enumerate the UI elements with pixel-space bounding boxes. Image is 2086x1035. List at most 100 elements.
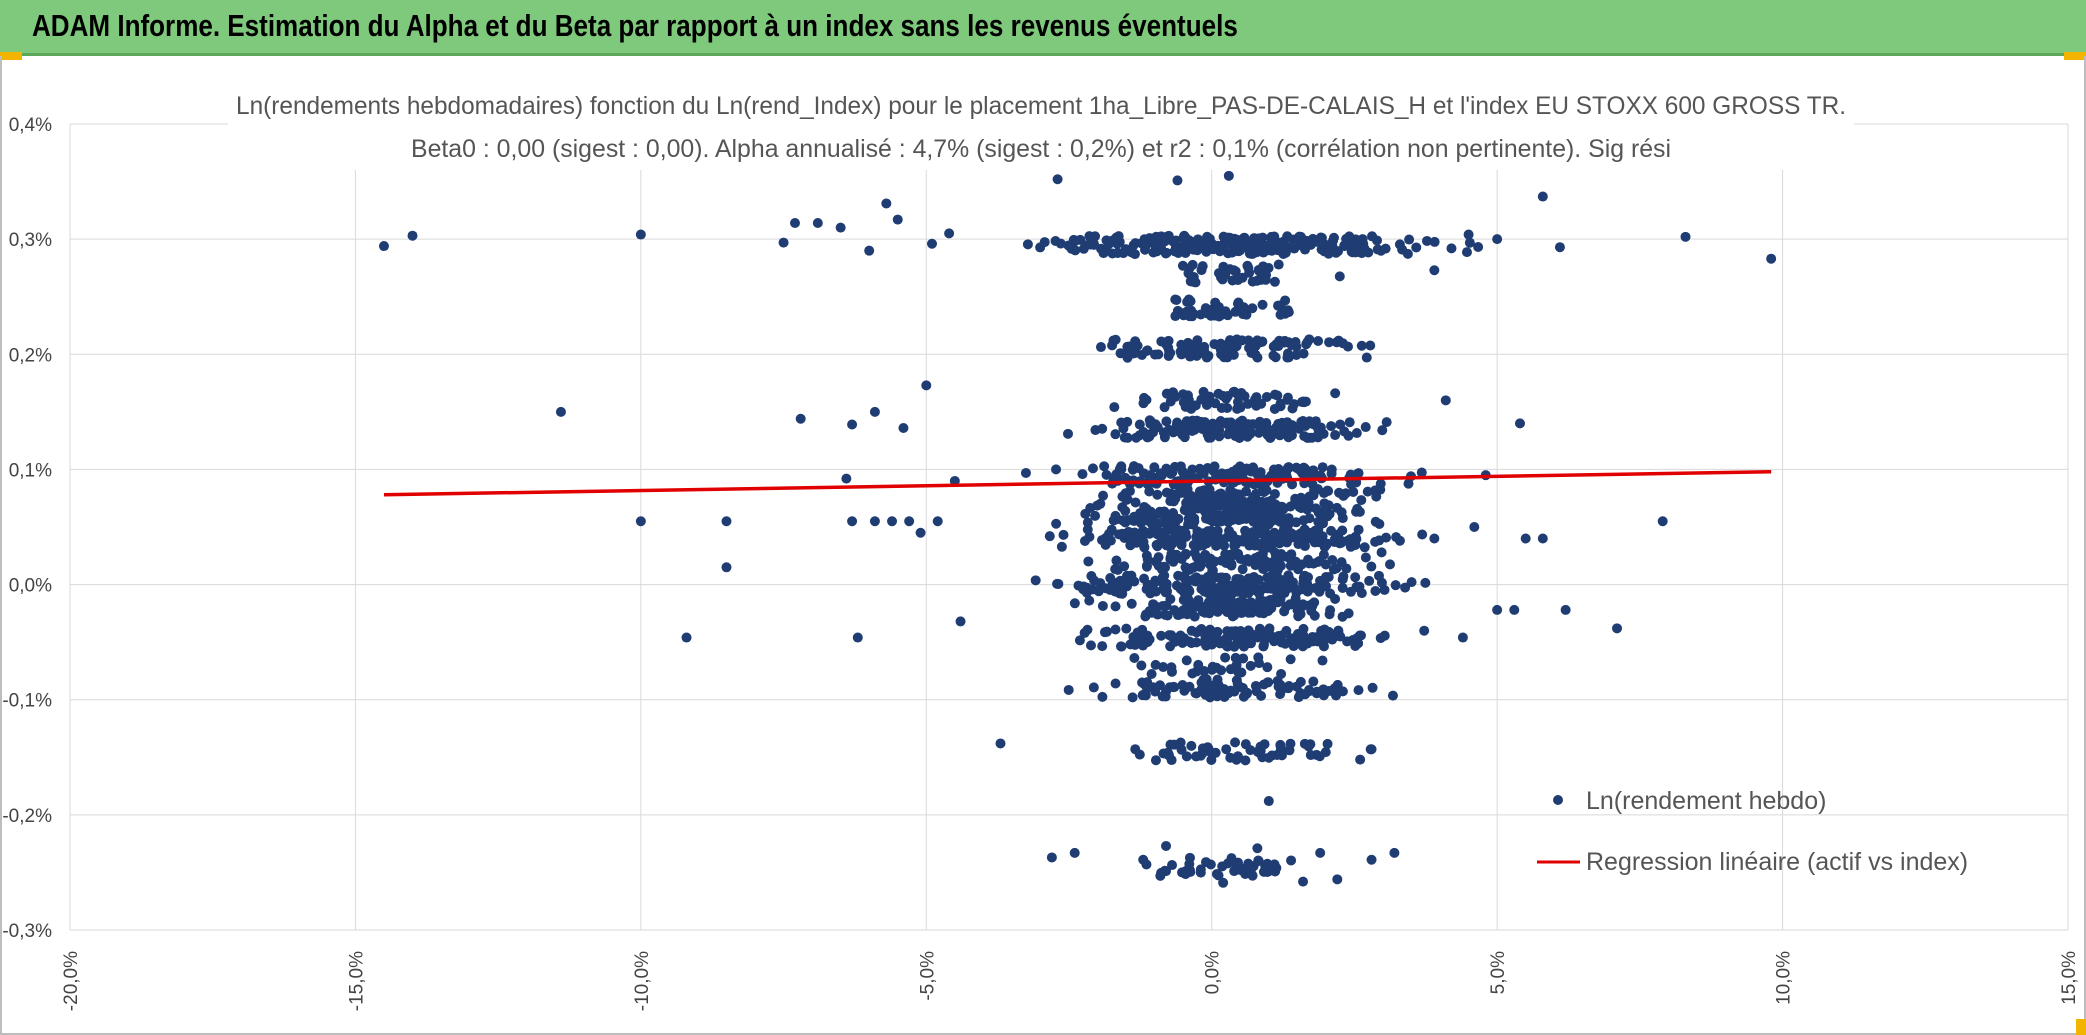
scatter-point <box>1165 396 1176 407</box>
scatter-point <box>1308 465 1319 476</box>
scatter-point <box>1132 340 1143 351</box>
scatter-point <box>852 632 863 643</box>
scatter-point <box>635 516 646 527</box>
y-tick-label-2: 0,2% <box>9 345 52 366</box>
scatter-point <box>1361 352 1372 363</box>
scatter-point <box>1384 559 1395 570</box>
scatter-point <box>1165 552 1176 563</box>
scatter-point <box>1367 682 1378 693</box>
scatter-point <box>1265 432 1276 443</box>
scatter-point <box>1249 233 1260 244</box>
chart-title-line1: Ln(rendements hebdomadaires) fonction du… <box>236 92 1846 120</box>
scatter-point <box>1161 840 1172 851</box>
scatter-point <box>1153 508 1164 519</box>
scatter-point <box>1225 664 1236 675</box>
scatter-point <box>1194 528 1205 539</box>
scatter-point <box>1110 334 1121 345</box>
y-tick-label-7: -0,3% <box>2 921 52 942</box>
scatter-point <box>1420 577 1431 588</box>
scatter-point <box>1150 686 1161 697</box>
scatter-point <box>1417 529 1428 540</box>
legend-marker-dot <box>1553 795 1563 805</box>
scatter-point <box>1223 517 1234 528</box>
scatter-point <box>1193 595 1204 606</box>
scatter-point <box>1169 682 1180 693</box>
scatter-point <box>1198 584 1209 595</box>
scatter-point <box>1390 580 1401 591</box>
scatter-point <box>1296 417 1307 428</box>
scatter-point <box>1140 690 1151 701</box>
scatter-point <box>1299 738 1310 749</box>
y-tick-label-0: 0,4% <box>9 115 52 136</box>
scatter-point <box>1206 664 1217 675</box>
scatter-point <box>1356 340 1367 351</box>
scatter-point <box>1379 630 1390 641</box>
scatter-point <box>1159 236 1170 247</box>
scatter-point <box>1244 556 1255 567</box>
scatter-point <box>1235 586 1246 597</box>
scatter-point <box>1175 427 1186 438</box>
scatter-point <box>1180 241 1191 252</box>
scatter-point <box>1246 502 1257 513</box>
y-tick-label-4: 0,0% <box>9 576 52 597</box>
scatter-point <box>1039 237 1050 248</box>
scatter-point <box>1104 528 1115 539</box>
title-background <box>228 90 1854 170</box>
scatter-point <box>1225 558 1236 569</box>
scatter-point <box>1153 349 1164 360</box>
scatter-point <box>1205 432 1216 443</box>
scatter-point <box>1293 633 1304 644</box>
scatter-point <box>1299 541 1310 552</box>
scatter-point <box>1275 739 1286 750</box>
scatter-point <box>1298 876 1309 887</box>
scatter-point <box>1321 539 1332 550</box>
scatter-point <box>1088 682 1099 693</box>
scatter-point <box>1270 389 1281 400</box>
scatter-point <box>1176 349 1187 360</box>
scatter-point <box>1334 487 1345 498</box>
scatter-point <box>1326 238 1337 249</box>
scatter-point <box>1298 462 1309 473</box>
scatter-point <box>1311 531 1322 542</box>
scatter-point <box>1337 582 1348 593</box>
scatter-point <box>1217 274 1228 285</box>
scatter-point <box>1273 418 1284 429</box>
scatter-point <box>1219 496 1230 507</box>
scatter-point <box>1073 580 1084 591</box>
scatter-point <box>864 245 875 256</box>
scatter-point <box>1299 431 1310 442</box>
scatter-point <box>1126 539 1137 550</box>
scatter-point <box>841 473 852 484</box>
scatter-point <box>1291 681 1302 692</box>
scatter-point <box>1207 631 1218 642</box>
scatter-point <box>1293 692 1304 703</box>
scatter-point <box>1282 394 1293 405</box>
scatter-point <box>1240 631 1251 642</box>
scatter-point <box>1086 570 1097 581</box>
scatter-point <box>1056 541 1067 552</box>
scatter-point <box>1157 600 1168 611</box>
legend-label-scatter: Ln(rendement hebdo) <box>1586 787 1826 815</box>
scatter-point <box>1537 533 1548 544</box>
axis-ticks: 0,4% 0,3% 0,2% 0,1% 0,0% -0,1% -0,2% -0,3% -20,0… <box>2 115 2080 1011</box>
scatter-point <box>1214 340 1225 351</box>
scatter-point <box>1209 461 1220 472</box>
scatter-point <box>1337 611 1348 622</box>
scatter-point <box>1183 494 1194 505</box>
scatter-point <box>1161 487 1172 498</box>
scatter-point <box>881 198 892 209</box>
x-tick-label-0: -20,0% <box>61 951 82 1011</box>
y-tick-label-5: -0,1% <box>2 691 52 712</box>
scatter-point <box>1281 242 1292 253</box>
scatter-point <box>1176 553 1187 564</box>
scatter-point <box>1312 636 1323 647</box>
scatter-point <box>1248 491 1259 502</box>
scatter-point <box>1240 869 1251 880</box>
scatter-point <box>1117 515 1128 526</box>
scatter-point <box>1265 583 1276 594</box>
scatter-point <box>1204 599 1215 610</box>
scatter-point <box>1160 691 1171 702</box>
scatter-point <box>1355 754 1366 765</box>
scatter-point <box>1113 529 1124 540</box>
scatter-point <box>1150 755 1161 766</box>
